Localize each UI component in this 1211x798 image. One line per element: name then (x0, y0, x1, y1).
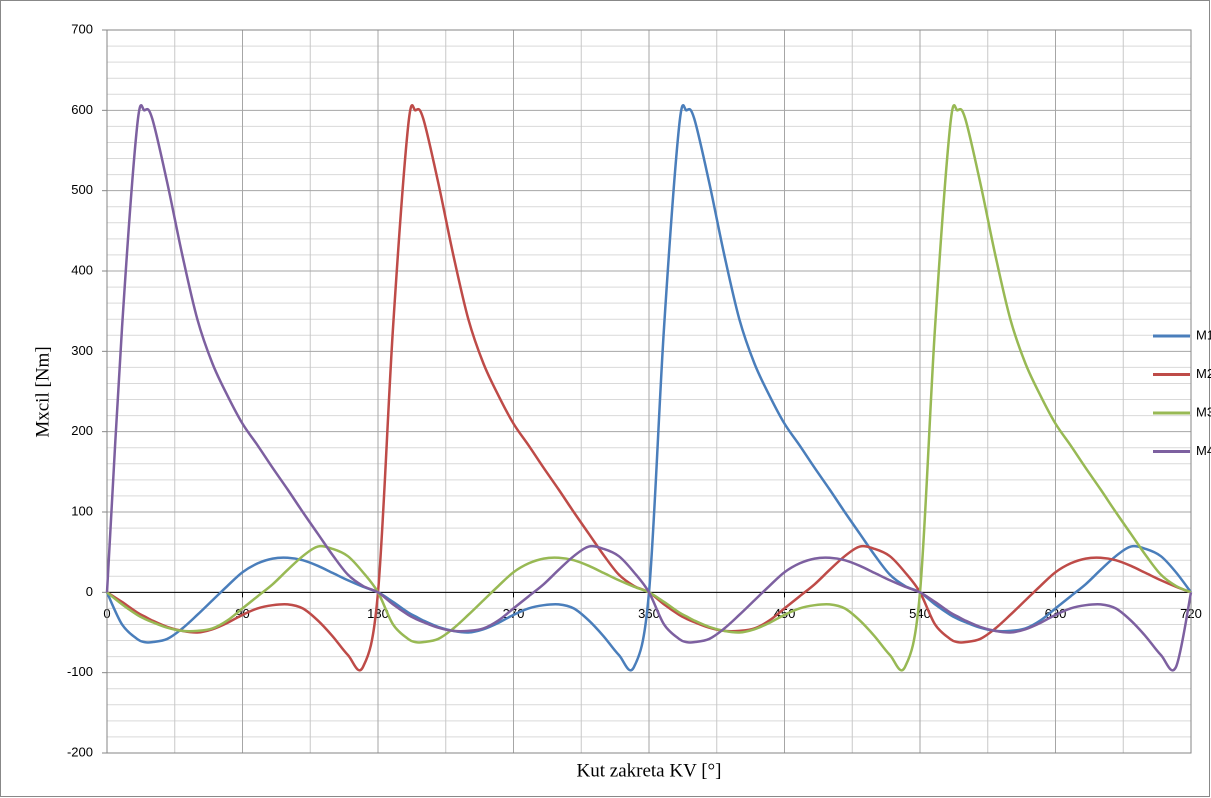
y-tick-label: 400 (71, 262, 93, 277)
legend-label: M2cil (1196, 366, 1211, 381)
y-tick-label: -200 (67, 744, 93, 759)
legend-label: M3cil (1196, 404, 1211, 419)
y-tick-label: -100 (67, 664, 93, 679)
y-axis-label: Mxcil [Nm] (32, 346, 53, 437)
x-axis-label: Kut zakreta KV [°] (577, 760, 722, 781)
y-tick-label: 600 (71, 102, 93, 117)
legend-label: M1cil (1196, 327, 1211, 342)
y-tick-label: 100 (71, 503, 93, 518)
x-tick-label: 540 (909, 606, 931, 621)
x-tick-label: 180 (367, 606, 389, 621)
y-tick-label: 500 (71, 182, 93, 197)
y-tick-label: 300 (71, 343, 93, 358)
y-tick-label: 200 (71, 423, 93, 438)
y-tick-label: 0 (86, 584, 93, 599)
y-tick-label: 700 (71, 21, 93, 36)
plot-frame (106, 29, 1192, 754)
legend-label: M4cil (1196, 443, 1211, 458)
line-series (106, 104, 1192, 672)
line-series (105, 104, 1193, 672)
x-tick-label: 360 (638, 606, 660, 621)
